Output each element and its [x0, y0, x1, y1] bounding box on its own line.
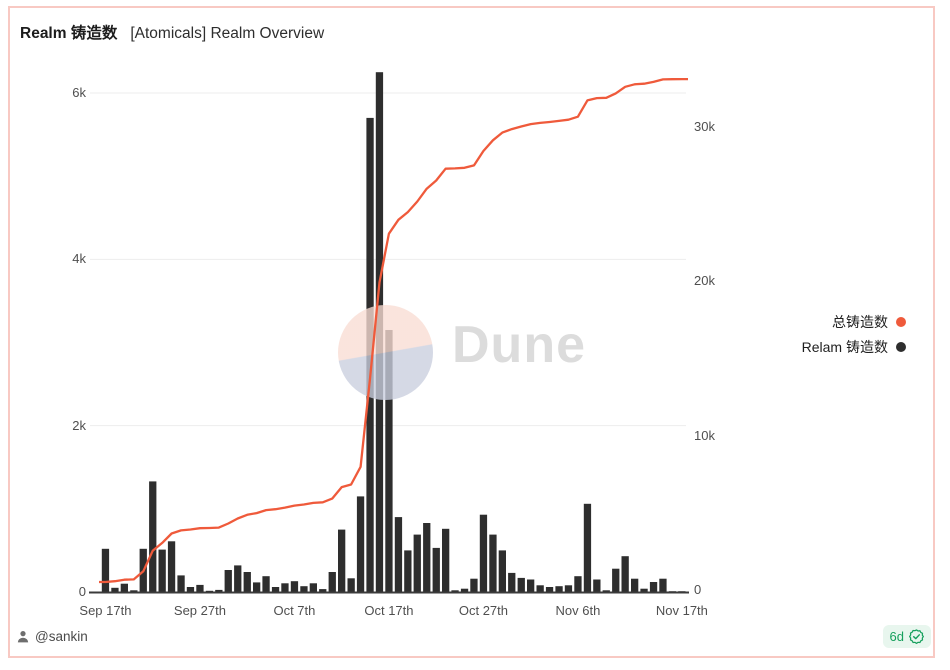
right-axis-tick-30k: 30k: [694, 119, 715, 134]
legend-item-realm[interactable]: Relam 铸造数: [802, 337, 906, 357]
left-axis-tick-0: 0: [78, 584, 86, 599]
legend-item-total[interactable]: 总铸造数: [802, 312, 906, 332]
right-axis-tick-20k: 20k: [694, 273, 715, 289]
x-axis-tick-2: Oct 7th: [273, 603, 316, 618]
chart-card: [8, 6, 935, 658]
author-link[interactable]: @sankin: [17, 629, 88, 644]
x-axis-tick-0: Sep 17th: [79, 603, 132, 618]
author-name: @sankin: [35, 629, 88, 644]
legend-dot-black-icon: [896, 342, 906, 352]
chart-title-primary: Realm 铸造数: [20, 25, 118, 42]
legend-label-total: 总铸造数: [832, 314, 888, 330]
left-axis-tick-6k: 6k: [72, 85, 86, 100]
x-axis-tick-6: Nov 17th: [655, 603, 708, 618]
right-axis-tick-10k: 10k: [694, 427, 715, 443]
x-axis-tick-1: Sep 27th: [173, 603, 226, 618]
chart-title: Realm 铸造数 [Atomicals] Realm Overview: [20, 21, 324, 43]
dune-logo-icon: [338, 305, 433, 400]
left-axis-tick-4k: 4k: [72, 251, 86, 267]
dune-watermark-text: Dune: [452, 316, 586, 374]
refresh-age-badge[interactable]: 6d: [882, 625, 931, 648]
chart-legend: 总铸造数 Relam 铸造数: [802, 312, 906, 362]
left-axis-tick-2k: 2k: [72, 417, 86, 433]
right-axis-tick-0: 0: [694, 582, 702, 597]
total-mints-line: [99, 77, 688, 584]
person-icon: [17, 631, 29, 643]
legend-label-realm: Relam 铸造数: [801, 339, 888, 355]
legend-dot-orange-icon: [896, 317, 906, 327]
refresh-age-text: 6d: [889, 629, 904, 644]
x-axis-tick-3: Oct 17th: [364, 603, 414, 618]
verified-check-icon: [909, 629, 924, 644]
x-axis-tick-4: Oct 27th: [458, 603, 508, 618]
x-axis-tick-5: Nov 6th: [555, 603, 601, 618]
chart-title-secondary: [Atomicals] Realm Overview: [130, 25, 325, 42]
